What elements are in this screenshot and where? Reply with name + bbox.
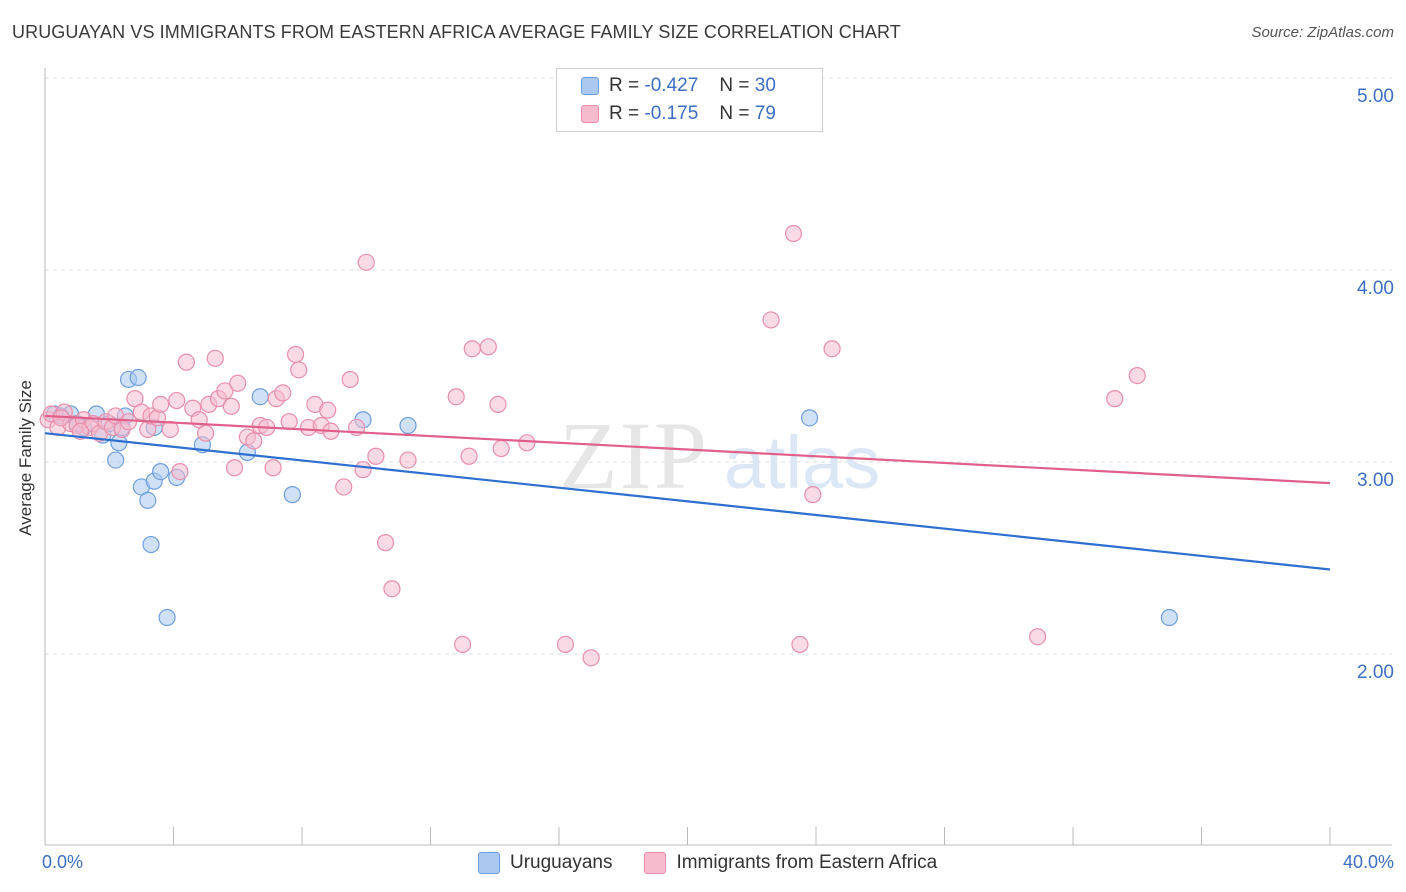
point-eastern-africa (357, 253, 375, 271)
chart-source: Source: ZipAtlas.com (1251, 24, 1394, 41)
point-eastern-africa (222, 397, 240, 415)
y-tick-label: 4.00 (1357, 278, 1394, 299)
watermark-atlas: atlas (724, 421, 880, 504)
legend-item-uruguayans: Uruguayans (478, 852, 612, 874)
point-eastern-africa (376, 534, 395, 552)
point-uruguayans (139, 491, 157, 509)
legend-label-eastern-africa: Immigrants from Eastern Africa (676, 852, 938, 873)
point-eastern-africa (463, 340, 481, 358)
point-eastern-africa (479, 338, 497, 356)
trend-line-eastern-africa (44, 414, 1331, 485)
point-eastern-africa (823, 340, 841, 358)
legend-n-label: N = (719, 103, 750, 124)
point-eastern-africa (264, 459, 282, 477)
legend-n-value: 30 (754, 75, 776, 96)
watermark-zip: ZIP (559, 402, 709, 509)
legend-label-uruguayans: Uruguayans (510, 852, 613, 873)
y-tick-label: 3.00 (1357, 470, 1394, 491)
point-eastern-africa (399, 451, 417, 469)
legend-swatch-pink (644, 852, 667, 874)
point-uruguayans (107, 451, 125, 469)
legend-r-label: R = (609, 75, 640, 96)
point-eastern-africa (341, 370, 359, 389)
legend-swatch-blue (581, 77, 599, 95)
x-tick-label-min: 0.0% (42, 852, 84, 872)
point-eastern-africa (447, 388, 465, 406)
axes (44, 68, 1392, 846)
point-eastern-africa (556, 635, 575, 654)
point-eastern-africa (1029, 628, 1047, 646)
point-eastern-africa (177, 353, 195, 371)
point-uruguayans (251, 388, 269, 406)
point-eastern-africa (518, 434, 536, 452)
point-uruguayans (142, 535, 160, 554)
point-eastern-africa (367, 447, 385, 465)
point-eastern-africa (454, 635, 472, 654)
point-eastern-africa (274, 384, 292, 402)
point-eastern-africa (319, 401, 337, 419)
trend-line-uruguayans (44, 432, 1331, 571)
point-eastern-africa (804, 486, 822, 504)
legend-n-label: N = (719, 75, 750, 96)
legend-row-eastern-africa: R = -0.175 N = 79 (581, 103, 776, 125)
point-eastern-africa (152, 395, 170, 413)
point-uruguayans (399, 416, 417, 435)
point-eastern-africa (171, 463, 189, 481)
stats-legend: R = -0.427 N = 30 R = -0.175 N = 79 (556, 68, 823, 132)
y-tick-label: 2.00 (1357, 662, 1394, 683)
point-uruguayans (158, 608, 176, 627)
point-uruguayans (152, 463, 170, 481)
legend-swatch-blue (478, 852, 500, 874)
point-eastern-africa (460, 447, 478, 465)
series-legend: Uruguayans Immigrants from Eastern Afric… (478, 852, 969, 874)
point-eastern-africa (489, 395, 507, 413)
legend-r-label: R = (609, 103, 640, 124)
point-eastern-africa (762, 311, 780, 329)
point-eastern-africa (168, 391, 186, 410)
legend-row-uruguayans: R = -0.427 N = 30 (581, 75, 776, 97)
point-eastern-africa (492, 439, 510, 458)
point-uruguayans (129, 368, 147, 387)
point-eastern-africa (229, 374, 247, 392)
legend-n-value: 79 (754, 103, 776, 124)
point-eastern-africa (216, 382, 234, 400)
point-eastern-africa (335, 478, 353, 496)
point-uruguayans (800, 409, 819, 427)
point-eastern-africa (1106, 390, 1124, 408)
legend-swatch-pink (581, 105, 599, 123)
point-eastern-africa (354, 461, 372, 479)
point-eastern-africa (286, 345, 305, 364)
trend-lines (44, 414, 1331, 571)
legend-r-value: -0.175 (644, 103, 699, 124)
point-eastern-africa (71, 422, 89, 440)
point-uruguayans (1160, 608, 1178, 627)
data-points (39, 224, 1178, 667)
point-eastern-africa (784, 224, 803, 243)
point-eastern-africa (1128, 367, 1146, 385)
legend-item-eastern-africa: Immigrants from Eastern Africa (644, 852, 937, 874)
point-eastern-africa (245, 432, 263, 450)
point-eastern-africa (197, 424, 215, 442)
chart-title: URUGUAYAN VS IMMIGRANTS FROM EASTERN AFR… (12, 22, 901, 42)
x-tick-label-max: 40.0% (1342, 852, 1394, 872)
point-eastern-africa (161, 420, 179, 438)
point-eastern-africa (225, 459, 244, 477)
point-eastern-africa (582, 649, 600, 667)
point-eastern-africa (206, 349, 224, 367)
y-tick-label: 5.00 (1357, 86, 1394, 107)
point-eastern-africa (791, 635, 809, 654)
point-eastern-africa (383, 580, 401, 598)
y-axis-label: Average Family Size (16, 380, 35, 536)
legend-r-value: -0.427 (644, 75, 699, 96)
point-eastern-africa (280, 413, 298, 431)
grid-lines (45, 77, 1392, 655)
point-uruguayans (283, 486, 301, 504)
point-eastern-africa (290, 361, 308, 379)
